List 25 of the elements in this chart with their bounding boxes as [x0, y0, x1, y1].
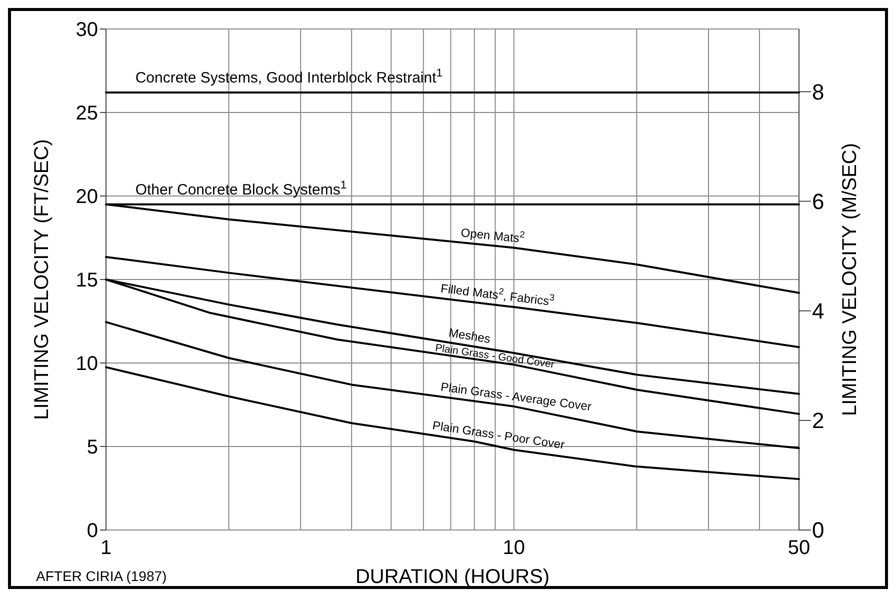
x-tick-label: 1 — [100, 537, 112, 559]
y2-tick-label: 2 — [812, 408, 824, 434]
text: Plain Grass - Average Cover — [440, 380, 592, 414]
y-axis-title: LIMITING VELOCITY (FT/SEC) — [31, 139, 53, 420]
text: AFTER CIRIA (1987) — [36, 568, 167, 584]
series-label: Other Concrete Block Systems$^{1}$ — [135, 179, 347, 198]
x-tick-label: 50 — [788, 537, 810, 559]
y-tick-label: 25 — [76, 102, 98, 124]
y-tick-label: 20 — [76, 186, 98, 208]
y-tick-label: 15 — [76, 270, 98, 292]
y-tick-label: 10 — [76, 353, 98, 375]
text: Open Mats$^{2}$ — [460, 226, 526, 246]
series-label: Concrete Systems, Good Interblock Restraint$^{1}$ — [135, 67, 443, 86]
y-tick-label: 0 — [86, 520, 98, 542]
y2-tick-label: 6 — [812, 188, 824, 214]
y2-tick-label: 8 — [812, 79, 824, 104]
x-tick-label: 10 — [502, 537, 526, 559]
y2-tick-label: 0 — [812, 518, 824, 543]
y-tick-label: 30 — [76, 19, 98, 41]
y2-axis-title: LIMITING VELOCITY (M/SEC) — [839, 143, 861, 416]
x-axis-title: DURATION (HOURS) — [355, 566, 550, 588]
y2-tick-label: 4 — [812, 298, 824, 324]
text: Filled Mats$^{2}$, Fabrics$^{3}$ — [440, 281, 556, 308]
text: Plain Grass - Poor Cover — [432, 418, 566, 452]
y-tick-label: 5 — [86, 436, 98, 458]
